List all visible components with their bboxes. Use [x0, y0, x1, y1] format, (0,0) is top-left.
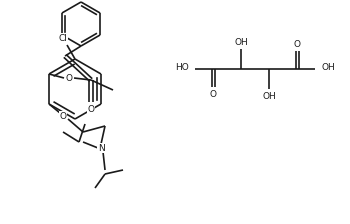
Text: OH: OH [234, 37, 248, 47]
Text: O: O [210, 90, 217, 99]
Text: N: N [98, 144, 104, 153]
Text: O: O [294, 39, 301, 49]
Text: OH: OH [321, 62, 335, 71]
Text: OH: OH [262, 91, 276, 101]
Text: O: O [60, 112, 66, 121]
Text: Cl: Cl [58, 34, 68, 43]
Text: O: O [88, 105, 94, 114]
Text: O: O [65, 73, 72, 82]
Text: HO: HO [175, 62, 189, 71]
